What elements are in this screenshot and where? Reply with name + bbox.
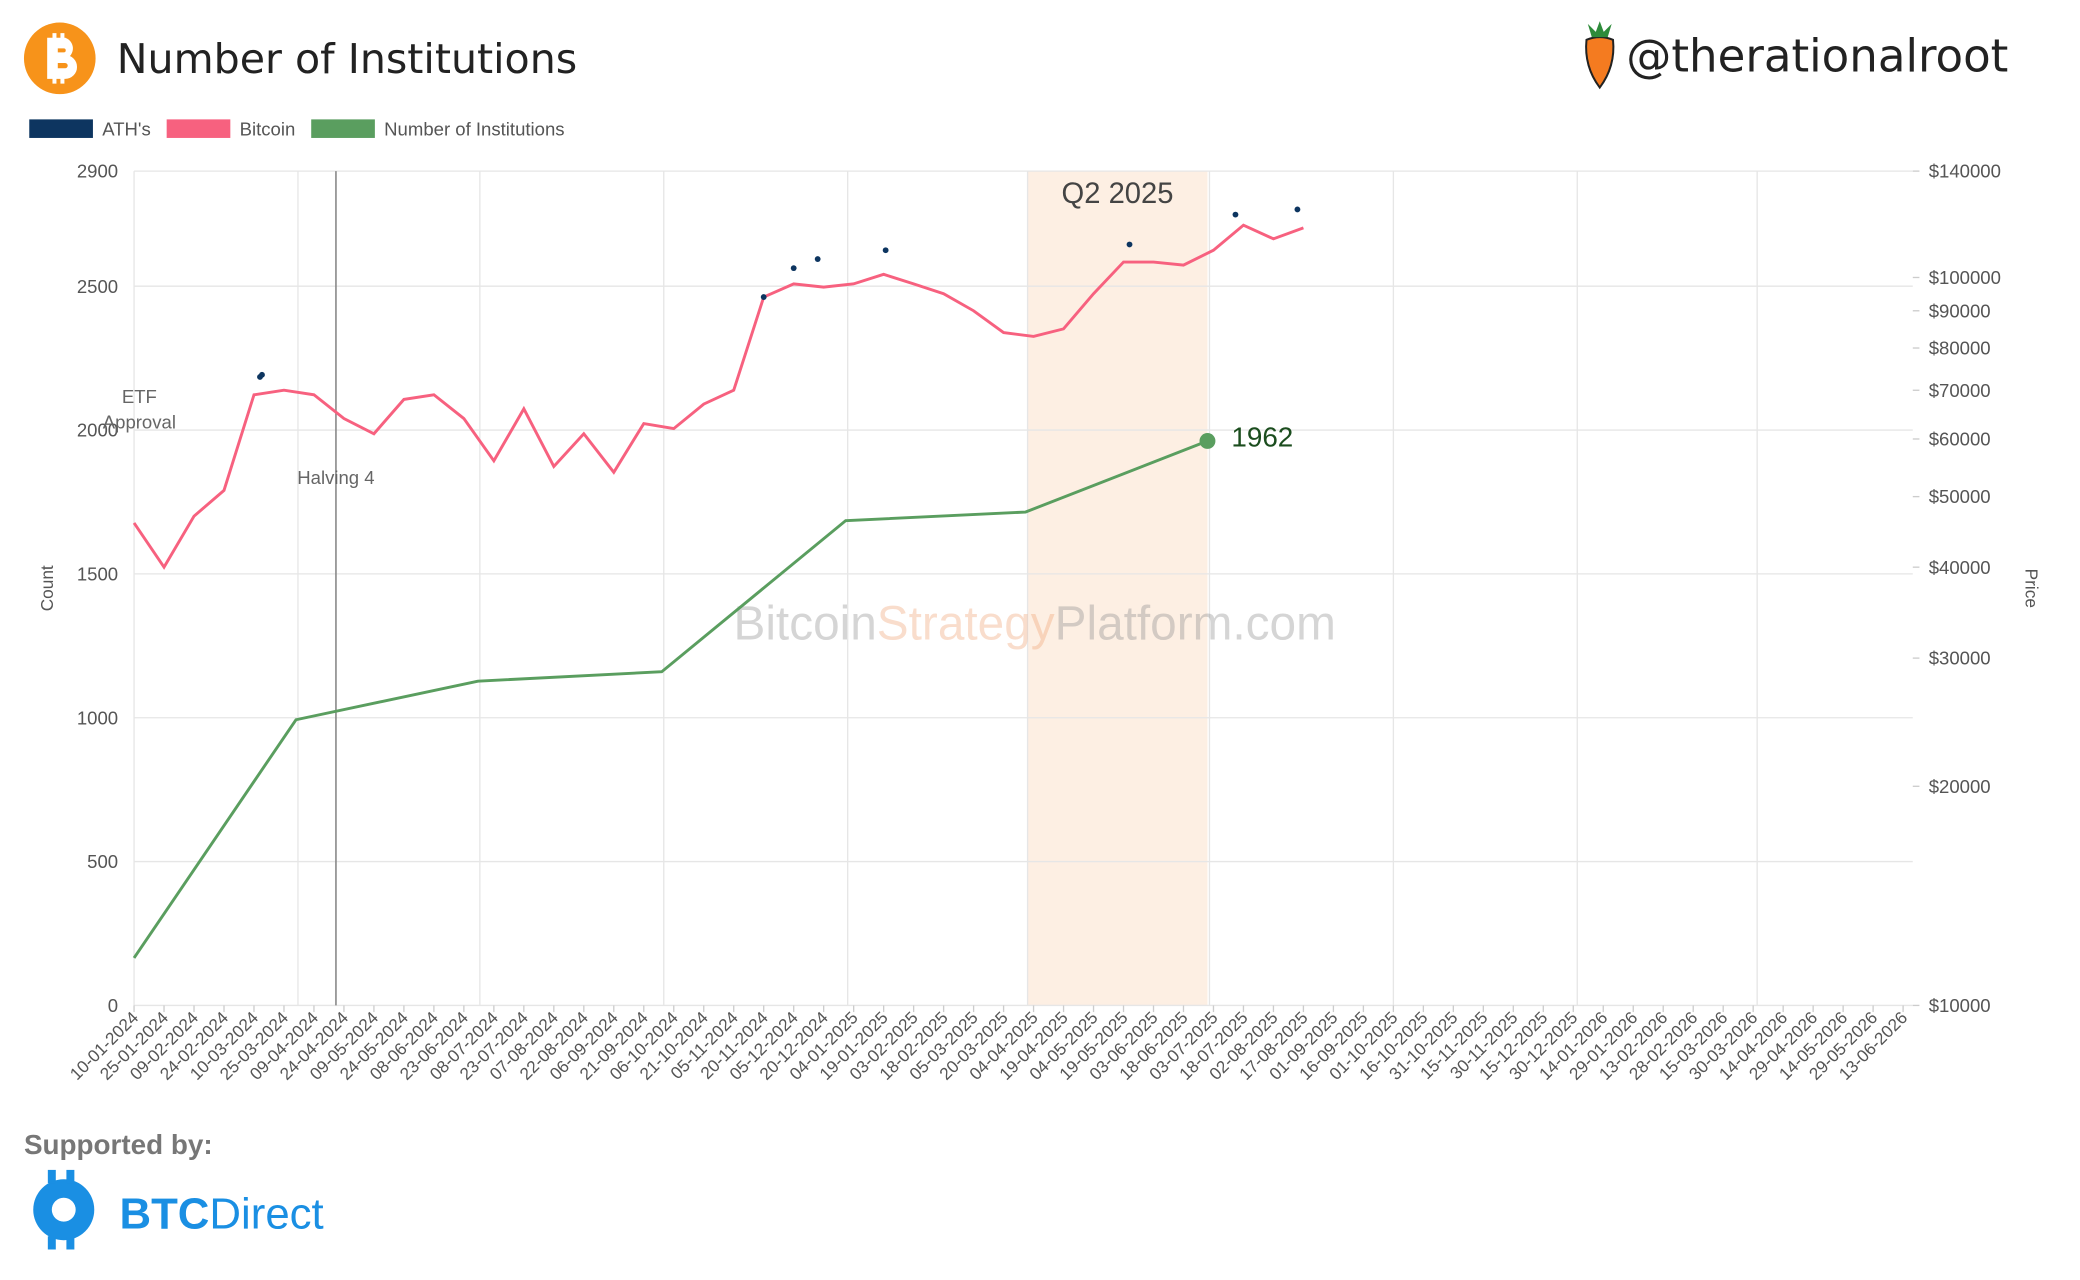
y-tick-label: 2500 xyxy=(77,276,118,297)
legend-swatch xyxy=(311,119,375,138)
y2-tick-label: $80000 xyxy=(1929,338,1991,359)
watermark-part: Platform.com xyxy=(1055,597,1336,650)
y-tick-label: 2900 xyxy=(77,161,118,182)
ath-point xyxy=(1232,211,1239,218)
legend-label: Number of Institutions xyxy=(384,118,564,139)
brand-bold: BTC xyxy=(119,1189,209,1238)
carrot-logo xyxy=(1585,21,1615,90)
annotation-label: Halving 4 xyxy=(297,467,374,488)
y2-tick-label: $30000 xyxy=(1929,648,1991,669)
brand-rest: Direct xyxy=(209,1189,323,1238)
y2-tick-label: $60000 xyxy=(1929,429,1991,450)
y2-tick-label: $40000 xyxy=(1929,557,1991,578)
highlight-label: Q2 2025 xyxy=(1062,178,1174,210)
btcdirect-logo xyxy=(33,1169,95,1250)
watermark-part: Bitcoin xyxy=(733,597,876,650)
y2-tick-label: $70000 xyxy=(1929,380,1991,401)
highlight-band xyxy=(1027,171,1208,1006)
series-line xyxy=(132,439,1209,959)
y2-tick-label: $20000 xyxy=(1929,776,1991,797)
legend: ATH's Bitcoin Number of Institutions xyxy=(29,118,565,139)
y2-tick-label: $50000 xyxy=(1929,486,1991,507)
brand: BTCDirect xyxy=(119,1189,323,1238)
supported-by: Supported by: xyxy=(24,1129,213,1160)
ath-point xyxy=(790,265,797,272)
ath-point xyxy=(760,294,767,300)
y2-axis-title: Price xyxy=(2022,569,2042,608)
y-tick-label: 0 xyxy=(108,995,118,1016)
y-tick-label: 1000 xyxy=(77,707,118,728)
y-axis-title: Count xyxy=(37,565,57,611)
ath-point xyxy=(1294,206,1301,213)
bitcoin-logo xyxy=(23,22,96,95)
legend-label: Bitcoin xyxy=(240,118,296,139)
y2-tick-label: $90000 xyxy=(1929,300,1991,321)
y-tick-label: 500 xyxy=(87,851,118,872)
plot-area: Q2 2025 0 500 1000 1500 2000 2500 2900 $10000 $20… xyxy=(37,161,2041,1084)
annotation-label: Approval xyxy=(103,411,176,432)
last-point xyxy=(1199,433,1216,449)
watermark: BitcoinStrategyPlatform.com xyxy=(733,597,1335,650)
y-tick-label: 1500 xyxy=(77,564,118,585)
y-tick-label: 2000 xyxy=(77,420,118,441)
watermark-part: Strategy xyxy=(877,597,1055,650)
legend-swatch xyxy=(29,119,93,138)
series-line xyxy=(132,223,1304,570)
ath-point xyxy=(259,371,265,378)
ath-point xyxy=(814,256,821,262)
y2-tick-label: $140000 xyxy=(1929,161,2001,182)
handle: @therationalroot xyxy=(1626,30,2008,83)
chart-title: Number of Institutions xyxy=(117,35,577,83)
ath-point xyxy=(882,247,889,254)
legend-swatch xyxy=(166,119,231,138)
annotation-label: ETF xyxy=(122,386,157,407)
value-label: 1962 xyxy=(1231,421,1293,452)
y2-tick-label: $10000 xyxy=(1929,995,1991,1016)
y2-tick-label: $100000 xyxy=(1929,267,2001,288)
legend-label: ATH's xyxy=(102,118,151,139)
ath-point xyxy=(1126,241,1133,248)
